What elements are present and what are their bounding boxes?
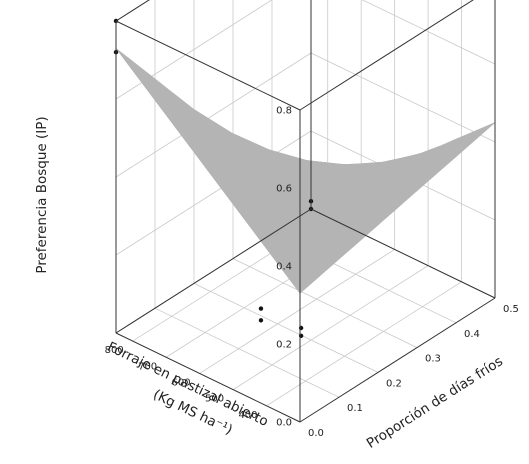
box-frame-edge: [299, 0, 474, 111]
y-tick-label: 0.0: [308, 428, 324, 439]
y-tick-label: 0.1: [347, 403, 363, 414]
box-frame-edge: [115, 332, 301, 423]
floor-grid-line: [232, 258, 418, 348]
floor-grid-line: [193, 283, 379, 373]
floor-grid-line: [232, 265, 429, 390]
y-tick-label: 0.3: [425, 354, 441, 365]
box-frame-edge: [115, 208, 312, 334]
z-tick-label: 0.8: [276, 106, 292, 117]
surface-patch: [456, 122, 496, 145]
z-tick-label: 0.6: [276, 184, 292, 195]
x-tick-label: 500: [205, 394, 224, 405]
side-wall-grid-line: [361, 0, 496, 65]
box-frame-edge: [299, 297, 496, 423]
x-tick-label: 700: [138, 361, 157, 372]
box-frame-edge: [115, 20, 301, 111]
z-axis-label: Preferencia Bosque (IP): [34, 116, 50, 273]
floor-grid-line: [199, 249, 395, 374]
box-frame-edge: [310, 208, 496, 299]
z-tick-label: 0.2: [276, 340, 292, 351]
back-wall-grid-line: [115, 52, 312, 178]
data-point: [258, 318, 264, 323]
surface-layer: [115, 48, 496, 294]
x-tick-label: 400: [238, 410, 257, 421]
data-point: [258, 306, 264, 311]
x-tick-labels: 400 500 600 700 800: [105, 345, 258, 421]
floor-grid-line: [154, 307, 340, 398]
z-tick-label: 0.4: [276, 262, 292, 273]
back-wall-grid-line: [115, 0, 150, 22]
z-tick-label: 0.0: [276, 418, 292, 429]
y-tick-label: 0.4: [464, 329, 480, 340]
z-tick-labels: 0.0 0.2 0.4 0.6 0.8: [276, 106, 292, 429]
back-wall-grid-line: [115, 130, 312, 256]
y-tick-label: 0.5: [503, 304, 519, 315]
surface-patch: [115, 48, 155, 86]
box-frame-edge: [115, 0, 150, 22]
frame-layer: [115, 0, 496, 423]
y-tick-labels: 0.0 0.1 0.2 0.3 0.4 0.5: [308, 304, 519, 439]
y-tick-label: 0.2: [386, 378, 402, 389]
side-wall-grid-line: [310, 52, 496, 143]
floor-grid-line: [266, 281, 462, 407]
x-tick-label: 800: [105, 345, 124, 356]
x-tick-label: 600: [172, 377, 191, 388]
